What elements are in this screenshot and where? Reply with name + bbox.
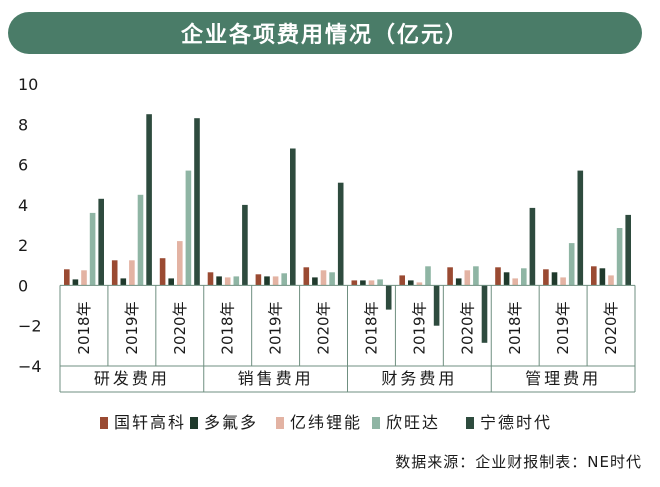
legend-label: 亿纬锂能 [290, 413, 362, 432]
y-tick-label: 2 [18, 236, 28, 255]
bar [512, 278, 518, 286]
bar [312, 277, 318, 286]
category-tick-label: 2019年 [267, 301, 285, 354]
legend-label: 宁德时代 [480, 413, 552, 432]
bar [146, 114, 152, 286]
category-tick-label: 2019年 [123, 301, 141, 354]
bar [216, 276, 222, 286]
bar [399, 275, 405, 286]
legend-swatch [100, 417, 108, 429]
bar [177, 241, 183, 286]
bar [408, 280, 414, 286]
y-tick-label: 8 [18, 115, 28, 134]
bar [529, 207, 536, 286]
bar [242, 204, 248, 286]
bar [433, 285, 440, 326]
bar [72, 279, 79, 286]
category-tick-label: 2018年 [362, 301, 380, 354]
bar [290, 148, 296, 286]
legend-swatch [190, 417, 198, 429]
bar [551, 272, 558, 286]
bar [543, 269, 549, 286]
bar [385, 285, 392, 310]
category-tick-label: 2019年 [554, 301, 572, 354]
legend-swatch [372, 417, 380, 429]
y-tick-label: −2 [18, 317, 42, 336]
bar [577, 170, 584, 286]
bar [495, 267, 501, 286]
category-tick-label: 2018年 [75, 301, 93, 354]
group-label: 研发费用 [94, 369, 170, 388]
y-tick-label: 6 [18, 156, 28, 175]
bar [464, 270, 471, 286]
y-tick-label: 4 [18, 196, 28, 215]
bar [560, 277, 566, 286]
bar [185, 170, 192, 286]
y-tick-label: 0 [18, 276, 28, 295]
legend-label: 多氟多 [204, 413, 258, 432]
bar [447, 267, 453, 286]
bar [616, 228, 623, 286]
chart-title: 企业各项费用情况（亿元） [180, 23, 469, 48]
y-tick-label: −4 [18, 357, 42, 376]
bar [608, 275, 614, 286]
bar [521, 268, 527, 286]
bar [455, 278, 462, 286]
bar [368, 280, 375, 286]
bar [168, 278, 174, 286]
bar [89, 212, 96, 286]
bar [481, 285, 488, 343]
bar [473, 266, 479, 286]
bar [425, 266, 431, 286]
bar [503, 272, 510, 286]
title-banner: 企业各项费用情况（亿元） [8, 12, 642, 54]
group-label: 销售费用 [238, 369, 314, 388]
bar [320, 270, 327, 286]
bar [416, 282, 423, 286]
bar [194, 118, 200, 286]
bar [281, 273, 287, 286]
bar [591, 266, 597, 286]
bar [64, 269, 70, 286]
category-tick-label: 2020年 [602, 301, 620, 354]
bar [129, 260, 135, 286]
legend-label: 欣旺达 [386, 413, 440, 432]
bar [329, 272, 335, 286]
bar [255, 274, 262, 286]
category-tick-label: 2019年 [410, 301, 428, 354]
group-label: 管理费用 [525, 369, 601, 388]
bar [120, 278, 127, 286]
bar [351, 280, 358, 286]
bar [207, 272, 214, 286]
bar [111, 260, 118, 286]
legend-label: 国轩高科 [114, 413, 186, 432]
category-tick-label: 2020年 [171, 301, 189, 354]
bar [625, 214, 631, 286]
bar [568, 243, 575, 286]
group-label: 财务费用 [381, 369, 457, 388]
bar [303, 267, 310, 286]
y-tick-label: 10 [18, 75, 38, 94]
bar [224, 277, 231, 286]
bar [360, 280, 366, 286]
data-source-note: 数据来源：企业财报制表：NE时代 [395, 453, 642, 471]
bar [377, 279, 383, 286]
bar [233, 276, 240, 286]
bar [272, 276, 279, 286]
bar [81, 270, 87, 286]
bar [337, 182, 344, 286]
legend-swatch [276, 417, 284, 429]
bar [264, 276, 270, 286]
category-tick-label: 2020年 [458, 301, 476, 354]
bar [599, 268, 606, 286]
legend-swatch [466, 417, 474, 429]
category-tick-label: 2018年 [506, 301, 524, 354]
category-tick-label: 2018年 [219, 301, 237, 354]
bar [137, 194, 144, 286]
category-tick-label: 2020年 [315, 301, 333, 354]
bar [159, 258, 166, 286]
bar [98, 198, 104, 286]
